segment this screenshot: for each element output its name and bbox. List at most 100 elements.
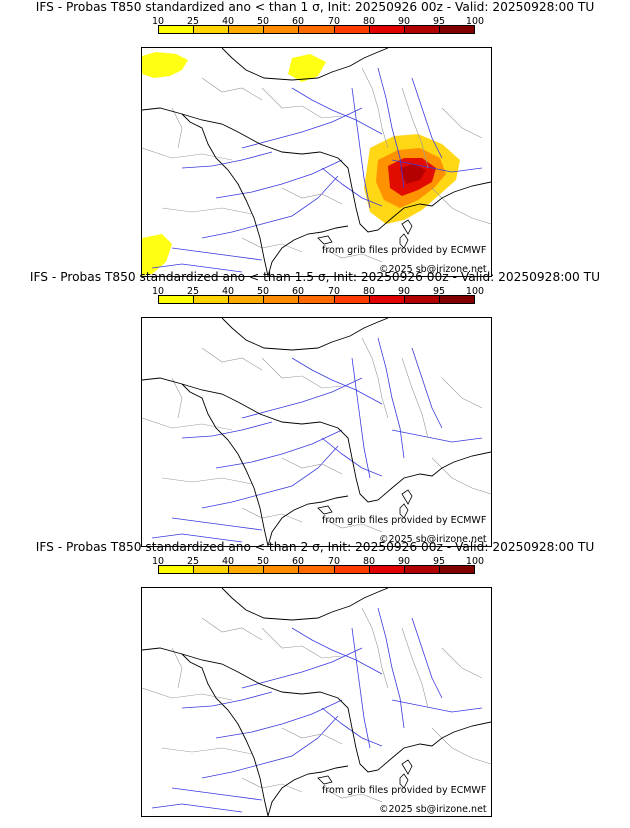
river-line (151, 803, 243, 813)
colorbar-tick-label: 60 (291, 286, 305, 297)
colorbar-segment (159, 296, 195, 303)
river-line (201, 445, 339, 509)
admin-border (361, 67, 389, 149)
colorbar-tick-label: 40 (221, 286, 235, 297)
colorbar-segment (404, 566, 440, 573)
colorbar-tick-label: 70 (327, 286, 341, 297)
colorbar-tick-label: 90 (397, 16, 411, 27)
colorbar-tick-label: 25 (186, 556, 200, 567)
colorbar-segment (404, 26, 440, 33)
colorbar (158, 565, 475, 574)
colorbar-segment (264, 296, 300, 303)
colorbar-tick-label: 90 (397, 286, 411, 297)
river-line (241, 107, 363, 149)
data-source-credit: from grib files provided by ECMWF (322, 515, 487, 526)
admin-border (281, 727, 343, 745)
admin-border (401, 357, 429, 439)
colorbar-tick-label: 100 (465, 16, 485, 27)
colorbar-tick-label: 40 (221, 16, 235, 27)
island-outline (401, 759, 413, 775)
coastline-main (142, 647, 491, 773)
admin-border (241, 237, 303, 253)
prob-area-alps-core (400, 164, 426, 184)
river-line (351, 357, 371, 479)
river-line (411, 347, 443, 429)
river-line (321, 707, 383, 747)
island-outline (317, 775, 333, 785)
river-line (321, 437, 383, 477)
river-line (171, 517, 263, 531)
map-canvas (142, 318, 491, 546)
colorbar-tick-label: 40 (221, 556, 235, 567)
map-canvas (142, 48, 491, 276)
coastline-north (221, 318, 389, 351)
admin-border (161, 207, 253, 215)
admin-border (321, 787, 383, 803)
colorbar-tick-label: 80 (362, 286, 376, 297)
prob-area-southwest (142, 234, 172, 276)
river-line (391, 699, 483, 713)
island-outline (399, 503, 409, 519)
colorbar-tick-label: 95 (432, 556, 446, 567)
colorbar-segment (369, 26, 405, 33)
colorbar-segment (159, 26, 195, 33)
colorbar-tick-label: 25 (186, 16, 200, 27)
river-line (391, 159, 483, 173)
admin-border (241, 507, 303, 523)
colorbar-tick-label: 10 (151, 556, 165, 567)
river-line (201, 715, 339, 779)
colorbar-segment (194, 26, 230, 33)
river-line (411, 617, 443, 699)
colorbar-tick-label: 95 (432, 16, 446, 27)
colorbar-segment (334, 26, 370, 33)
island-outline (399, 233, 409, 249)
admin-border (321, 517, 383, 533)
colorbar-segment (439, 566, 474, 573)
colorbar-tick-label: 50 (256, 556, 270, 567)
colorbar-segment (299, 566, 335, 573)
map-panel: IFS - Probas T850 standardized ano < tha… (0, 540, 630, 817)
river-line (291, 87, 383, 135)
prob-area-channel (142, 52, 188, 78)
admin-border (441, 647, 483, 679)
probability-map: from grib files provided by ECMWF ©2025 s… (141, 47, 492, 277)
colorbar-tick-label: 25 (186, 286, 200, 297)
admin-border (261, 627, 343, 659)
river-line (241, 377, 363, 419)
river-line (321, 167, 383, 207)
river-line (215, 159, 343, 199)
colorbar-tick-label: 70 (327, 556, 341, 567)
river-line (201, 175, 339, 239)
admin-border (431, 457, 491, 495)
colorbar-ticks: 10 25 40 50 60 70 80 90 95 100 (0, 16, 630, 27)
colorbar-segment (439, 26, 474, 33)
admin-border (401, 627, 429, 709)
coastline-north (221, 588, 389, 621)
colorbar-tick-label: 80 (362, 16, 376, 27)
coastline-west (181, 383, 269, 546)
colorbar-tick-label: 10 (151, 16, 165, 27)
river-line (241, 647, 363, 689)
river-line (351, 87, 371, 209)
admin-border (281, 457, 343, 475)
colorbar-segment (229, 566, 265, 573)
colorbar-segment (229, 296, 265, 303)
island-outline (401, 219, 413, 235)
admin-border (441, 377, 483, 409)
admin-border (441, 107, 483, 139)
river-line (215, 429, 343, 469)
coastline-iberia (267, 495, 349, 546)
colorbar-ticks: 10 25 40 50 60 70 80 90 95 100 (0, 286, 630, 297)
colorbar-tick-label: 60 (291, 16, 305, 27)
copyright-credit: ©2025 sb@irizone.net (379, 804, 487, 815)
colorbar-tick-label: 100 (465, 556, 485, 567)
probability-map: from grib files provided by ECMWF ©2025 s… (141, 587, 492, 817)
admin-border (171, 107, 183, 149)
coastline-west (181, 113, 269, 276)
colorbar-tick-label: 60 (291, 556, 305, 567)
data-source-credit: from grib files provided by ECMWF (322, 245, 487, 256)
admin-border (261, 357, 343, 389)
admin-border (361, 607, 389, 689)
river-line (181, 421, 273, 439)
colorbar-segment (194, 296, 230, 303)
